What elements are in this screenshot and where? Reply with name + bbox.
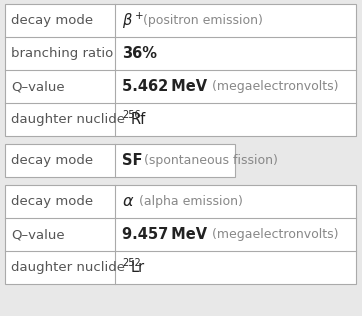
Text: decay mode: decay mode <box>11 195 93 208</box>
Text: 9.457 MeV: 9.457 MeV <box>122 227 207 242</box>
Text: Q–value: Q–value <box>11 80 65 93</box>
Text: Q–value: Q–value <box>11 228 65 241</box>
Bar <box>5 4 356 136</box>
Text: daughter nuclide: daughter nuclide <box>11 113 125 126</box>
Text: (positron emission): (positron emission) <box>139 14 263 27</box>
Bar <box>5 144 235 177</box>
Text: decay mode: decay mode <box>11 154 93 167</box>
Text: $\alpha$: $\alpha$ <box>122 194 134 209</box>
Text: 252: 252 <box>122 258 141 268</box>
Text: 36%: 36% <box>122 46 157 61</box>
Text: (spontaneous fission): (spontaneous fission) <box>140 154 278 167</box>
Text: 256: 256 <box>122 110 140 119</box>
Text: branching ratio: branching ratio <box>11 47 113 60</box>
Text: daughter nuclide: daughter nuclide <box>11 261 125 274</box>
Text: (megaelectronvolts): (megaelectronvolts) <box>208 80 338 93</box>
Text: 5.462 MeV: 5.462 MeV <box>122 79 207 94</box>
Text: Rf: Rf <box>131 112 146 127</box>
Text: (megaelectronvolts): (megaelectronvolts) <box>208 228 338 241</box>
Text: $\beta^+$: $\beta^+$ <box>122 10 144 31</box>
Text: (alpha emission): (alpha emission) <box>135 195 243 208</box>
Text: SF: SF <box>122 153 143 168</box>
Text: decay mode: decay mode <box>11 14 93 27</box>
Bar <box>5 185 356 284</box>
Text: Lr: Lr <box>131 260 145 275</box>
